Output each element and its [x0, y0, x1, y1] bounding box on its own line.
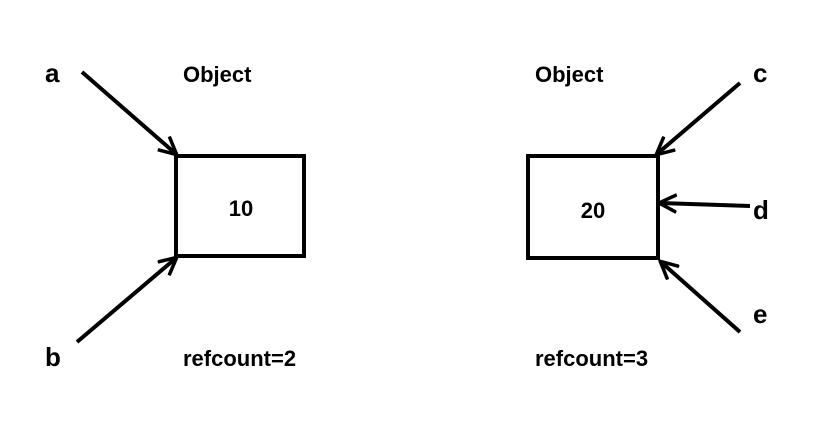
- object-2: Object 20 refcount=3: [526, 62, 660, 371]
- reference-a-label: a: [45, 58, 60, 88]
- object-2-label: Object: [535, 62, 604, 87]
- reference-e: e: [661, 262, 767, 334]
- object-1-label: Object: [183, 62, 252, 87]
- object-1-box: [174, 154, 306, 258]
- object-1-value: 10: [229, 196, 253, 221]
- reference-a: a: [45, 58, 176, 154]
- reference-a-arrow: [80, 70, 176, 154]
- reference-d-label: d: [753, 195, 769, 225]
- reference-c: c: [657, 58, 767, 154]
- object-1: Object 10 refcount=2: [174, 62, 306, 371]
- reference-b-label: b: [45, 342, 61, 372]
- reference-e-label: e: [753, 299, 767, 329]
- reference-e-arrow: [661, 262, 742, 334]
- object-1-refcount: refcount=2: [183, 346, 296, 371]
- reference-b-arrow: [75, 258, 176, 344]
- reference-d-arrow: [660, 203, 751, 206]
- reference-c-label: c: [753, 58, 767, 88]
- reference-d: d: [660, 195, 769, 225]
- object-2-value: 20: [581, 198, 605, 223]
- reference-b: b: [45, 258, 176, 372]
- reference-c-arrow: [657, 81, 742, 154]
- object-2-refcount: refcount=3: [535, 346, 648, 371]
